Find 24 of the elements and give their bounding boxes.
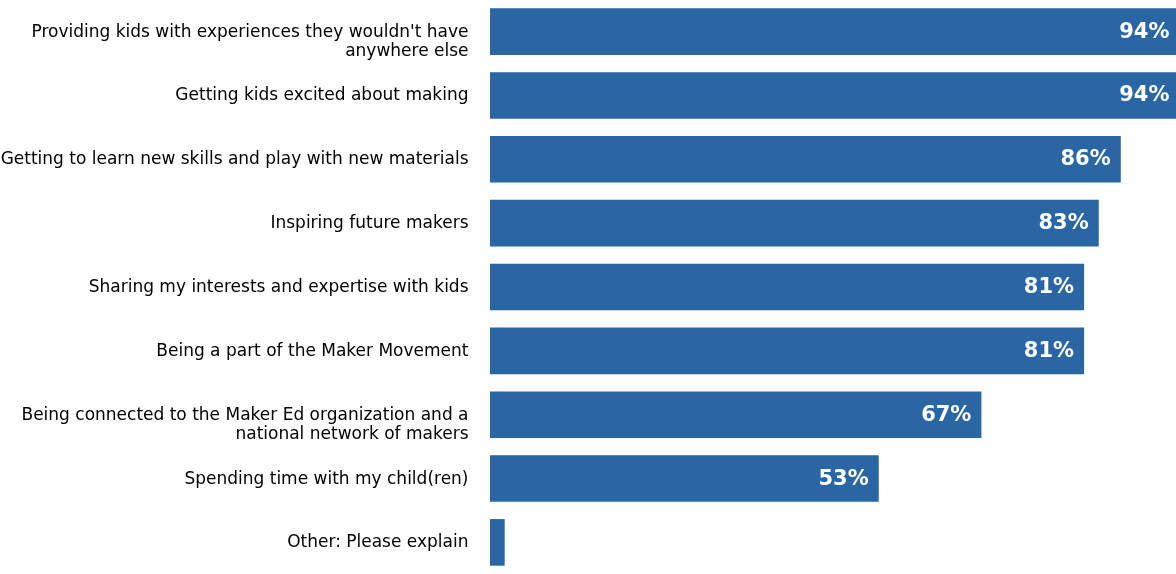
y-tick-label: Inspiring future makers: [270, 212, 469, 233]
bar: [490, 136, 1121, 183]
y-tick-label: Being connected to the Maker Ed organization and a national network of makers: [21, 403, 469, 443]
y-tick-label: Getting to learn new skills and play with new materials: [0, 148, 469, 169]
data-label: 94%: [1119, 82, 1170, 107]
data-label: 81%: [1023, 337, 1075, 362]
y-tick-label: Being a part of the Maker Movement: [156, 339, 469, 360]
y-tick-label: Other: Please explain: [287, 531, 469, 552]
bar: [490, 519, 505, 566]
data-label: 67%: [921, 401, 972, 426]
data-label: 86%: [1060, 146, 1111, 171]
data-label: 53%: [818, 465, 869, 490]
bar: [490, 327, 1085, 375]
bar: [490, 199, 1099, 247]
y-tick-label: Sharing my interests and expertise with kids: [88, 276, 469, 296]
y-tick-label: Providing kids with experiences they wouldn't have anywhere else: [31, 20, 469, 60]
data-label: 83%: [1038, 210, 1089, 235]
data-label: 81%: [1023, 274, 1075, 298]
bar: [490, 391, 982, 438]
y-tick-label: Spending time with my child(ren): [184, 467, 469, 488]
data-label: 94%: [1119, 18, 1170, 43]
bar: [490, 263, 1085, 311]
y-tick-label: Getting kids excited about making: [175, 84, 469, 105]
bar: [490, 455, 879, 502]
